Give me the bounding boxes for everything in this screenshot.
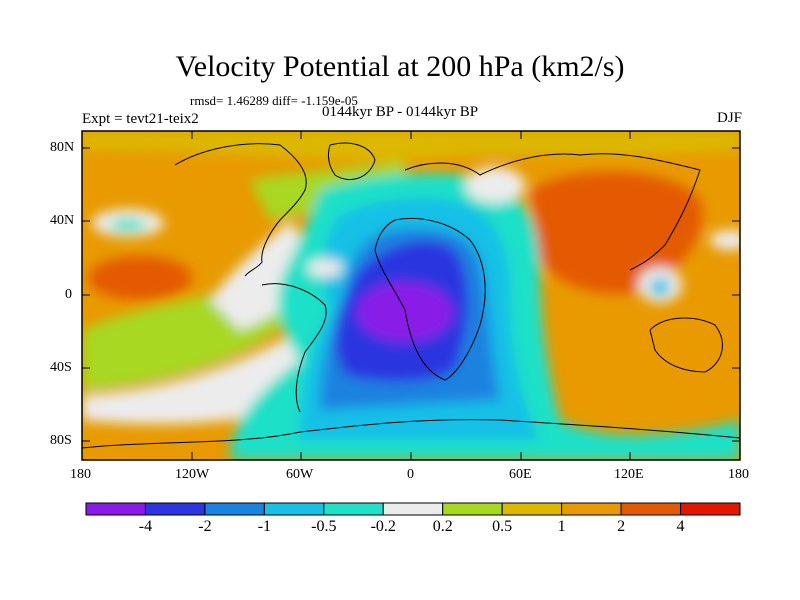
colorbar-swatch	[263, 502, 325, 516]
rmsd-stats: rmsd= 1.46289 diff= -1.159e-05	[190, 93, 358, 108]
contour-0.2-east-pacific	[710, 230, 740, 250]
lat-ticks	[82, 147, 740, 442]
colorbar-tick-label: 4	[676, 518, 685, 535]
lat-label-0: 0	[65, 287, 72, 302]
contour-neg0.2-northwest	[110, 219, 146, 231]
colorbar-tick-label: 1	[557, 518, 566, 535]
contour-0.2-eurasia	[465, 167, 525, 203]
colorbar-tick-label: -0.5	[311, 518, 337, 535]
colorbar-tick-label: -1	[257, 518, 272, 535]
colorbar-swatch	[680, 502, 741, 516]
period-label: 0144kyr BP - 0144kyr BP	[322, 104, 479, 120]
lat-label-40n: 40N	[50, 213, 75, 228]
colorbar-swatch	[442, 502, 503, 516]
coastlines	[82, 142, 740, 449]
africa-coast	[374, 217, 486, 381]
contour-2-pacific	[88, 256, 192, 300]
colorbar-tick-label: -0.2	[370, 518, 396, 535]
velocity-potential-field	[82, 131, 740, 460]
plot-title: Velocity Potential at 200 hPa (km2/s)	[175, 50, 625, 83]
lon-label-60e: 60E	[509, 467, 532, 482]
experiment-label: Expt = tevt21-teix2	[82, 111, 199, 127]
colorbar-swatch	[323, 502, 384, 516]
colorbar-tick-label: -2	[198, 518, 212, 535]
lon-label-120w: 120W	[175, 467, 210, 482]
antarctica-coast	[82, 419, 740, 449]
australia-coast	[649, 317, 723, 373]
colorbar-tick-label: 0.5	[492, 518, 513, 535]
colorbar-swatch	[382, 502, 444, 516]
season-label: DJF	[716, 110, 742, 126]
lon-label-60w: 60W	[286, 467, 314, 482]
colorbar-swatch	[204, 502, 265, 516]
south-america-coast	[261, 283, 327, 413]
contour-2-east-asia	[530, 171, 703, 294]
lon-label-0: 0	[407, 467, 414, 482]
colorbar-tick-label: 0.2	[432, 518, 453, 535]
contour-0.2-atlantic	[307, 259, 343, 277]
contour-neg0.5-maritime	[650, 278, 670, 296]
colorbar-swatch	[144, 502, 206, 516]
lat-label-80s: 80S	[50, 433, 72, 448]
lon-ticks	[81, 131, 741, 460]
lon-label-120e: 120E	[614, 467, 644, 482]
lon-label-180w: 180	[70, 467, 91, 482]
north-america-coast	[174, 143, 307, 277]
greenland-coast	[327, 142, 376, 180]
contour-1-north	[82, 131, 740, 160]
lon-label-180e: 180	[728, 467, 749, 482]
colorbar-swatch	[501, 502, 563, 516]
colorbar-tick-label: -4	[138, 518, 153, 535]
lat-label-80n: 80N	[50, 140, 75, 155]
colorbar-swatch	[85, 502, 146, 516]
contour-0.5-central-grey	[210, 220, 320, 330]
lat-label-40s: 40S	[50, 360, 72, 375]
colorbar-swatch	[561, 502, 622, 516]
eurasia-coast	[404, 153, 701, 271]
colorbar-swatch	[620, 502, 682, 516]
colorbar	[85, 502, 741, 516]
colorbar-tick-label: 2	[617, 518, 626, 535]
